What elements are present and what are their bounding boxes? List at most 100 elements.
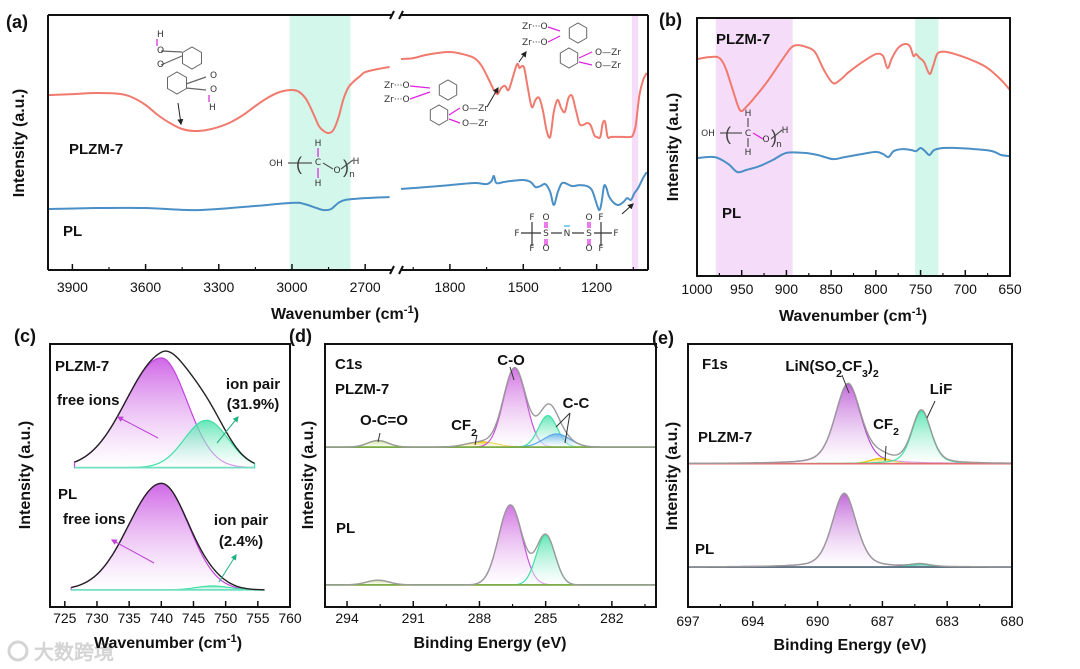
annotation-label-part: C-C [563, 395, 590, 412]
x-tick-label: 1200 [581, 279, 612, 295]
annotation-label-part: C-O [497, 352, 525, 369]
fit-component-lin-so2cf3-2 [687, 492, 1013, 568]
annotation-label: (31.9%) [227, 396, 280, 413]
annotation-label-part: PLZM-7 [55, 358, 109, 375]
watermark-text: 大数跨境 [34, 640, 114, 664]
atom-label: Zr···O [384, 95, 410, 105]
x-tick-label: 755 [246, 610, 270, 626]
annotation-label-part: PL [63, 223, 82, 240]
x-tick-label: 694 [741, 613, 765, 629]
annotation-label-part: CF [873, 416, 893, 433]
atom-label: OH [269, 159, 283, 169]
annotation-label-part: PL [58, 486, 77, 503]
annotation-label: free ions [57, 392, 120, 409]
y-axis-title: Intensity (a.u.) [664, 422, 681, 530]
series-line-pl [400, 171, 648, 212]
x-axis-title: Wavenumber (cm-1) [271, 304, 419, 323]
x-axis-title-part: Binding Energy (eV) [774, 637, 927, 654]
x-axis-title-part: ) [922, 308, 927, 325]
chemical-bond [547, 26, 561, 32]
highlight-band [915, 18, 939, 276]
axis-break-mark [389, 265, 395, 275]
annotation-leader [474, 434, 478, 446]
x-tick-label: 3000 [276, 279, 307, 295]
x-axis-title: Wavenumber (cm-1) [94, 633, 242, 652]
panel-a: 3900 3600 3300 3000 2700 1800 1500 1200 (a) Waven… [6, 10, 649, 323]
annotation-arrow [486, 86, 499, 108]
atom-label: F [529, 244, 534, 254]
atom-label: Zr···O [522, 22, 548, 32]
chemical-bond [340, 159, 354, 170]
annotation-arrow [216, 416, 239, 444]
annotation-label: LiN(SO2CF3)2 [785, 358, 879, 380]
atom-label: O [210, 71, 217, 81]
panel-label: (e) [652, 328, 674, 348]
annotation-label: LiF [930, 381, 953, 398]
bracket-close: ) [343, 157, 349, 177]
fit-envelope-pl [688, 492, 1012, 568]
annotation-label-part: 2 [471, 427, 477, 439]
structure-zr-carboxylate-bridging: Zr···O Zr···O O—Zr O—Zr [384, 79, 488, 129]
series-line-pl [47, 196, 390, 212]
annotation-arrow [518, 51, 527, 63]
y-axis-title: Intensity (a.u.) [17, 421, 34, 529]
x-tick-label: 282 [600, 610, 624, 626]
x-axis-title: Wavenumber (cm-1) [779, 306, 927, 325]
fit-envelope-pl [70, 482, 265, 591]
atom-label: n [349, 170, 355, 180]
panel-c: 725 730 735 740 745 750 755 760 (c) Wavenumber (c… [14, 326, 302, 652]
annotation-label: CF2 [451, 417, 477, 439]
atom-label: O [762, 135, 769, 145]
atom-label: O [542, 244, 549, 254]
highlight-band [715, 18, 793, 276]
annotation-arrow [218, 553, 237, 583]
fit-component-lin-so2cf3-2 [687, 383, 1013, 465]
x-tick-label: 750 [214, 610, 238, 626]
x-tick-label: 750 [909, 281, 933, 297]
atom-label: F [613, 229, 618, 239]
annotation-arrow [621, 203, 634, 215]
annotation-label: C-O [497, 352, 525, 369]
bracket-open: ( [296, 154, 302, 174]
bracket-close: ) [771, 127, 777, 147]
x-tick-label: 850 [819, 281, 843, 297]
x-tick-label: 2700 [350, 279, 381, 295]
x-tick-label: 760 [278, 610, 302, 626]
atom-label: O [210, 85, 217, 95]
series-line-plzm-7 [696, 43, 1011, 113]
fit-envelope-plzm-7 [325, 366, 656, 448]
atom-label: O—Zr [595, 61, 621, 71]
structure-zr-carboxylate-chelating: Zr···O Zr···O O—Zr O—Zr [522, 22, 621, 71]
atom-label: F [529, 213, 534, 223]
highlight-band [631, 15, 639, 270]
atom-label: O—Zr [595, 48, 621, 58]
series-line-pl [696, 146, 1011, 174]
x-axis-title: Binding Energy (eV) [774, 637, 927, 654]
annotation-arrow [177, 102, 184, 126]
annotation-label-part: PLZM-7 [69, 141, 123, 158]
watermark: 大数跨境 [7, 640, 114, 664]
fit-envelope-pl [324, 504, 656, 586]
annotation-label-part: LiF [930, 381, 953, 398]
annotation-label-part: 2 [836, 368, 842, 380]
panel-d: 294 291 288 285 282 (d) Binding Energy (eV) Int… [289, 326, 657, 652]
annotation-label-part: CF [451, 417, 471, 434]
annotation-label: C-C [563, 395, 590, 412]
x-tick-label: 725 [53, 610, 77, 626]
annotation-label-part: F1s [702, 356, 728, 373]
x-axis-title-part: -1 [227, 633, 237, 645]
atom-label: H [745, 148, 752, 158]
x-tick-label: 3300 [203, 279, 234, 295]
x-tick-label: 687 [871, 613, 895, 629]
chemical-bond [185, 87, 207, 91]
x-axis-title-part: -1 [404, 304, 414, 316]
y-axis-title: Intensity (a.u.) [665, 93, 682, 201]
annotation-label: PLZM-7 [55, 358, 109, 375]
atom-label: O [333, 166, 340, 176]
x-tick-label: 294 [335, 610, 359, 626]
x-axis-title-part: Wavenumber (cm [94, 635, 227, 652]
annotation-label: PLZM-7 [69, 141, 123, 158]
